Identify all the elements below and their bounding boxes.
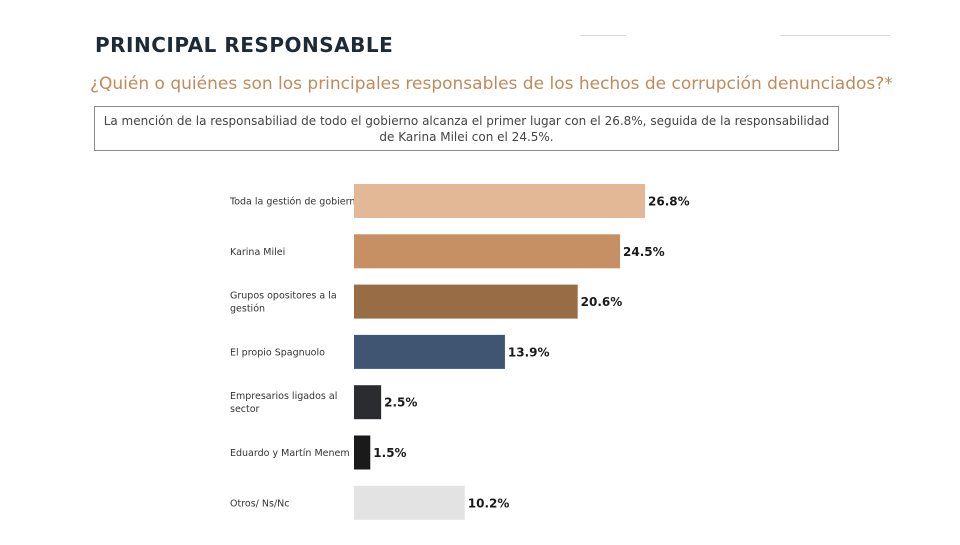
bar — [354, 385, 382, 420]
bar — [354, 284, 578, 319]
chart-question: ¿Quién o quiénes son los principales res… — [90, 74, 893, 94]
bar — [354, 334, 505, 369]
value-label: 10.2% — [468, 496, 510, 510]
bar — [354, 435, 371, 470]
value-label: 24.5% — [623, 245, 665, 259]
value-label: 13.9% — [508, 345, 550, 359]
value-label: 2.5% — [384, 396, 417, 410]
category-label: Eduardo y Martín Menem — [230, 448, 350, 459]
value-label: 20.6% — [581, 295, 623, 309]
category-label: Otros/ Ns/Nc — [230, 498, 289, 509]
bar — [354, 184, 645, 218]
bar — [354, 234, 621, 269]
bar — [354, 485, 465, 520]
page-title: PRINCIPAL RESPONSABLE — [95, 33, 394, 57]
decorative-line — [580, 35, 626, 36]
category-label: Grupos opositores a la gestión — [230, 291, 337, 315]
category-label: Karina Milei — [230, 247, 285, 258]
summary-box: La mención de la responsabiliad de todo … — [94, 106, 839, 151]
value-label: 26.8% — [648, 195, 690, 209]
category-label: El propio Spagnuolo — [230, 347, 325, 358]
value-label: 1.5% — [373, 446, 406, 460]
decorative-line — [780, 35, 890, 36]
category-label: Empresarios ligados al sector — [230, 391, 337, 415]
category-label: Toda la gestión de gobierno — [229, 197, 361, 208]
